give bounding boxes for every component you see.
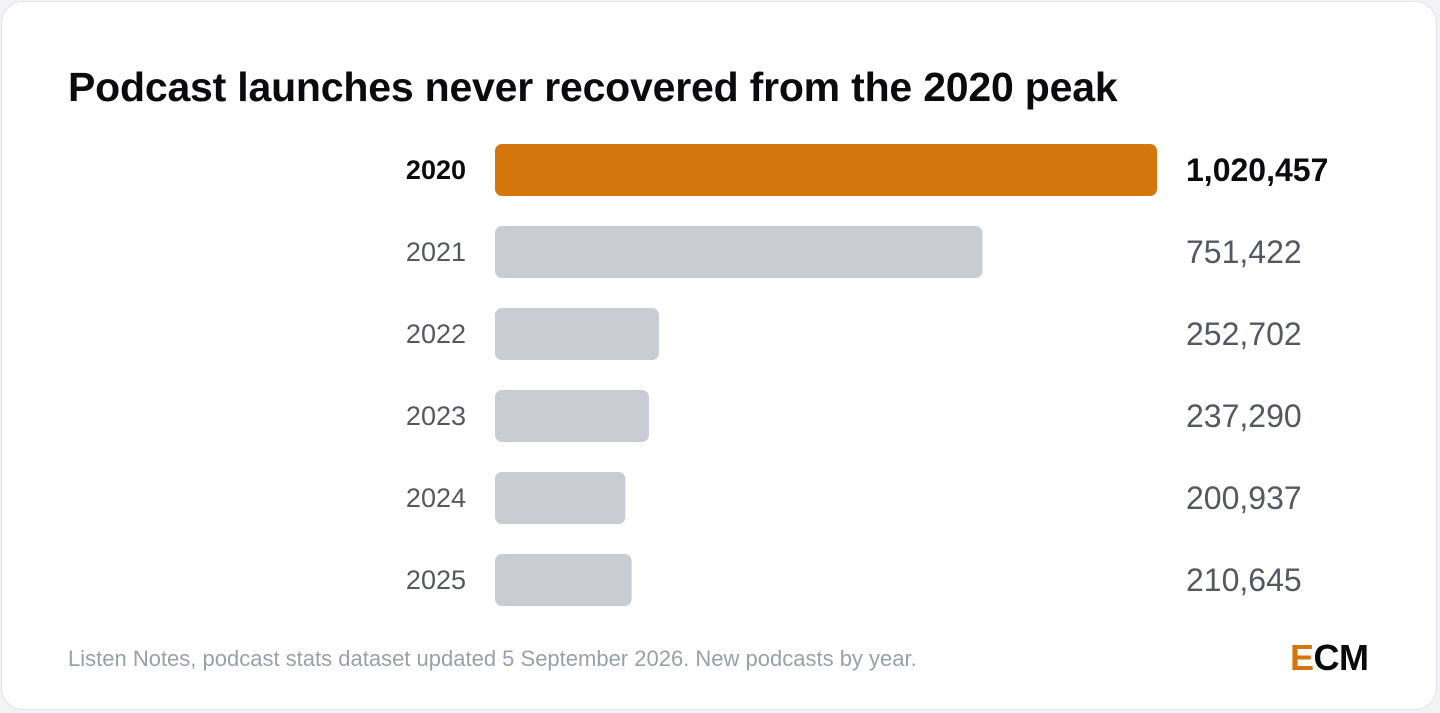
category-label: 2022: [406, 319, 466, 349]
brand-logo: ECM: [1290, 638, 1369, 678]
logo-letter-e: E: [1290, 637, 1314, 678]
bar: [495, 226, 983, 278]
value-label: 237,290: [1186, 398, 1302, 434]
logo-letters-cm: CM: [1313, 637, 1370, 678]
bar: [495, 144, 1157, 196]
category-label: 2025: [406, 565, 466, 595]
bar: [495, 472, 626, 524]
category-label: 2021: [406, 237, 466, 267]
bar: [495, 308, 659, 360]
value-label: 751,422: [1186, 234, 1302, 270]
category-label: 2023: [406, 401, 466, 431]
chart-title: Podcast launches never recovered from th…: [68, 64, 1118, 110]
value-label: 210,645: [1186, 562, 1302, 598]
bar: [495, 554, 632, 606]
bar: [495, 390, 649, 442]
category-label: 2020: [406, 155, 466, 185]
category-label: 2024: [406, 483, 466, 513]
source-note: Listen Notes, podcast stats dataset upda…: [68, 646, 917, 671]
value-label: 252,702: [1186, 316, 1302, 352]
value-label: 200,937: [1186, 480, 1302, 516]
value-label: 1,020,457: [1186, 152, 1328, 188]
